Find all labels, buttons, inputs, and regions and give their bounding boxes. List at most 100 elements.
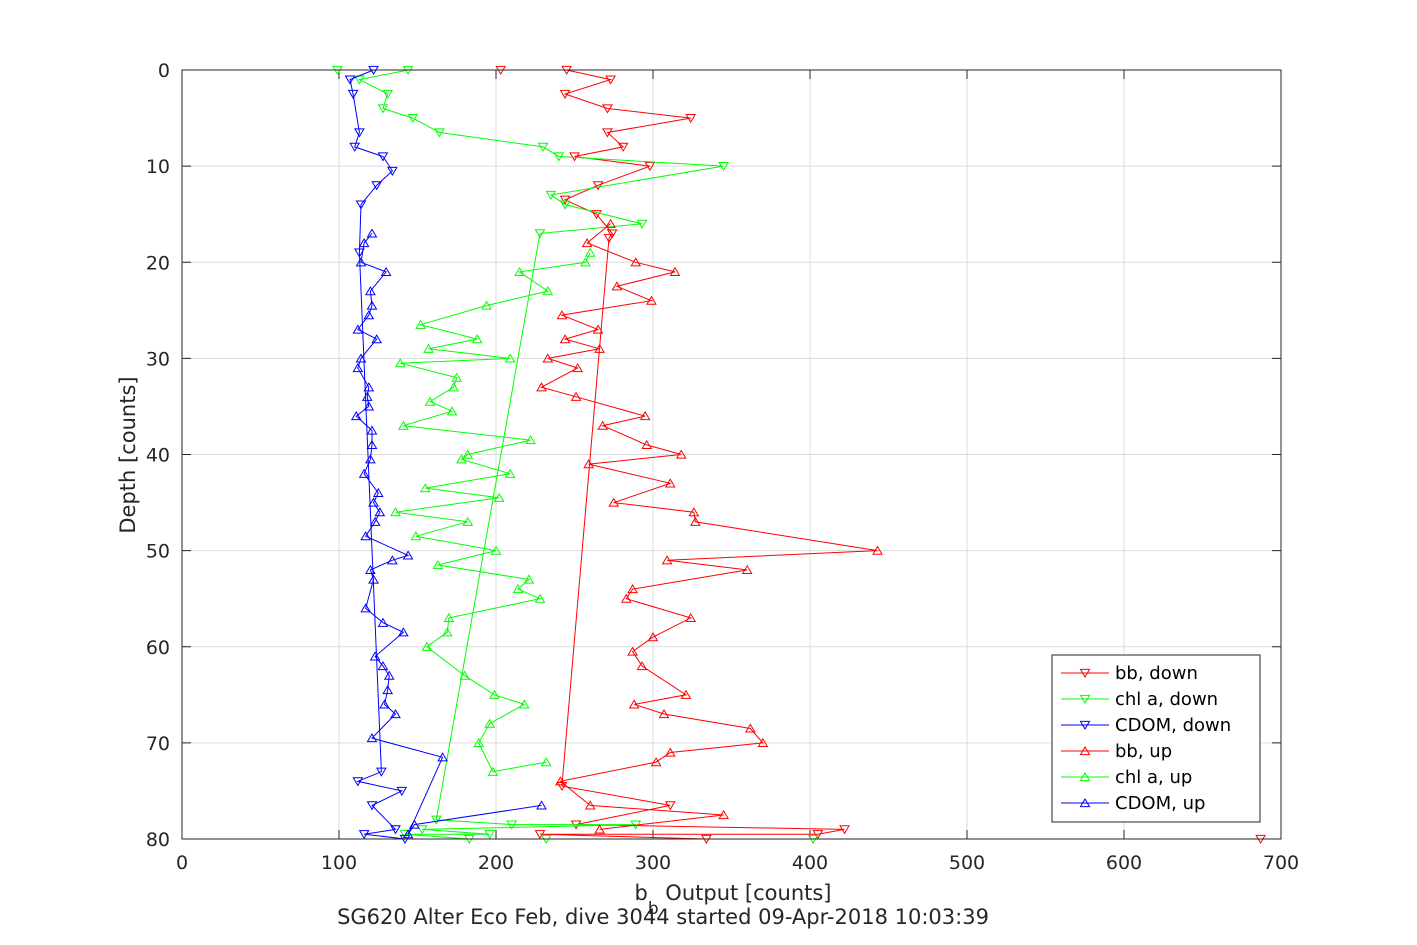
data-point-bb-up bbox=[872, 545, 883, 555]
series-line-bb-down bbox=[500, 69, 1261, 840]
data-point-cdom-up bbox=[352, 362, 364, 373]
legend-marker bbox=[1079, 745, 1091, 756]
data-point-bb-up bbox=[641, 439, 653, 449]
data-point-chl-a-up bbox=[493, 492, 505, 502]
legend-marker bbox=[1079, 694, 1091, 705]
data-point-bb-up bbox=[611, 281, 623, 291]
data-point-cdom-down bbox=[390, 825, 401, 835]
data-point-cdom-up bbox=[366, 425, 378, 435]
data-point-cdom-up bbox=[377, 617, 389, 627]
y-tick-label: 30 bbox=[146, 348, 170, 370]
data-point-bb-up bbox=[669, 266, 681, 276]
data-point-chl-a-down bbox=[382, 89, 394, 100]
y-tick-label: 60 bbox=[146, 637, 170, 659]
plot-series bbox=[332, 65, 1266, 845]
data-point-bb-down bbox=[591, 210, 602, 220]
x-tick-label: 600 bbox=[1106, 852, 1142, 874]
data-point-cdom-up bbox=[437, 752, 448, 762]
y-tick-label: 70 bbox=[146, 733, 170, 755]
data-point-chl-a-up bbox=[448, 382, 459, 392]
data-point-cdom-up bbox=[402, 829, 414, 839]
data-point-chl-a-up bbox=[415, 319, 427, 329]
legend-marker bbox=[1079, 771, 1091, 782]
data-point-cdom-up bbox=[408, 819, 420, 829]
data-point-bb-up bbox=[608, 497, 620, 507]
series-line-cdom-up bbox=[355, 233, 542, 835]
legend-label: CDOM, down bbox=[1115, 715, 1231, 736]
data-point-bb-up bbox=[664, 747, 676, 757]
data-point-bb-up bbox=[658, 709, 670, 719]
data-point-cdom-up bbox=[350, 411, 362, 421]
data-point-bb-up bbox=[542, 353, 554, 363]
data-point-bb-up bbox=[581, 237, 593, 248]
data-point-cdom-down bbox=[354, 248, 365, 258]
data-point-bb-down bbox=[606, 229, 618, 239]
data-point-chl-a-up bbox=[584, 247, 596, 257]
data-point-bb-up bbox=[627, 584, 638, 594]
data-point-chl-a-up bbox=[580, 257, 591, 267]
data-point-bb-up bbox=[554, 776, 566, 786]
data-point-chl-a-up bbox=[473, 737, 485, 747]
data-point-cdom-down bbox=[396, 786, 408, 796]
y-tick-label: 0 bbox=[158, 60, 170, 82]
data-point-cdom-down bbox=[371, 181, 383, 191]
data-point-cdom-up bbox=[368, 574, 379, 584]
data-point-chl-a-up bbox=[490, 545, 502, 555]
series-chl-a-up bbox=[390, 247, 596, 776]
figure-caption: SG620 Alter Eco Feb, dive 3044 started 0… bbox=[337, 905, 989, 929]
data-point-chl-a-up bbox=[523, 574, 535, 584]
data-point-chl-a-up bbox=[421, 641, 433, 651]
data-point-cdom-up bbox=[374, 507, 386, 517]
legend-label: bb, up bbox=[1115, 741, 1172, 762]
y-tick-label: 20 bbox=[146, 252, 170, 274]
data-point-bb-down bbox=[605, 75, 616, 85]
data-point-chl-a-up bbox=[424, 396, 436, 406]
data-point-cdom-up bbox=[402, 550, 414, 560]
data-point-bb-down bbox=[559, 89, 571, 100]
data-point-chl-a-up bbox=[394, 358, 406, 368]
data-point-bb-up bbox=[675, 449, 687, 459]
x-tick-label: 0 bbox=[176, 852, 188, 874]
data-point-cdom-down bbox=[347, 89, 359, 100]
data-point-bb-down bbox=[617, 142, 629, 152]
y-tick-label: 40 bbox=[146, 445, 170, 467]
data-point-bb-down bbox=[644, 162, 656, 172]
legend-entry-cdom-down: CDOM, down bbox=[1061, 715, 1231, 736]
data-point-chl-a-up bbox=[484, 718, 496, 728]
data-point-bb-up bbox=[646, 295, 657, 305]
data-point-cdom-up bbox=[360, 603, 372, 613]
data-point-chl-a-up bbox=[462, 449, 474, 459]
data-point-bb-up bbox=[741, 564, 753, 574]
data-point-chl-a-up bbox=[512, 584, 524, 594]
data-point-chl-a-down bbox=[416, 825, 428, 835]
data-point-cdom-down bbox=[358, 830, 370, 840]
data-point-cdom-up bbox=[365, 564, 376, 574]
data-point-cdom-up bbox=[397, 627, 409, 637]
data-point-bb-up bbox=[690, 516, 701, 526]
data-point-chl-a-up bbox=[397, 420, 409, 430]
data-point-cdom-down bbox=[355, 200, 367, 210]
data-point-cdom-up bbox=[369, 651, 381, 661]
data-point-bb-up bbox=[572, 362, 584, 373]
data-point-bb-down bbox=[569, 152, 580, 162]
data-point-chl-a-up bbox=[459, 670, 470, 680]
data-point-chl-a-up bbox=[514, 266, 525, 276]
legend-label: chl a, up bbox=[1115, 767, 1192, 788]
data-point-chl-a-down bbox=[399, 830, 411, 840]
data-point-bb-up bbox=[620, 593, 632, 603]
data-point-bb-up bbox=[680, 689, 692, 699]
data-point-chl-a-up bbox=[443, 612, 455, 623]
data-point-cdom-up bbox=[377, 660, 389, 671]
data-point-bb-up bbox=[688, 507, 700, 517]
data-point-cdom-up bbox=[366, 439, 378, 449]
data-point-bb-up bbox=[605, 218, 616, 228]
data-point-cdom-down bbox=[387, 166, 398, 176]
data-point-chl-a-up bbox=[456, 454, 467, 464]
data-point-cdom-up bbox=[536, 800, 547, 810]
data-point-chl-a-up bbox=[423, 343, 434, 353]
data-point-cdom-up bbox=[361, 391, 373, 401]
x-axis-label-main: b bbox=[634, 881, 647, 905]
series-bb-up bbox=[536, 218, 883, 834]
legend: bb, down chl a, down CDOM, down bb, up chl a… bbox=[1051, 654, 1261, 823]
data-point-chl-a-down bbox=[484, 830, 496, 840]
